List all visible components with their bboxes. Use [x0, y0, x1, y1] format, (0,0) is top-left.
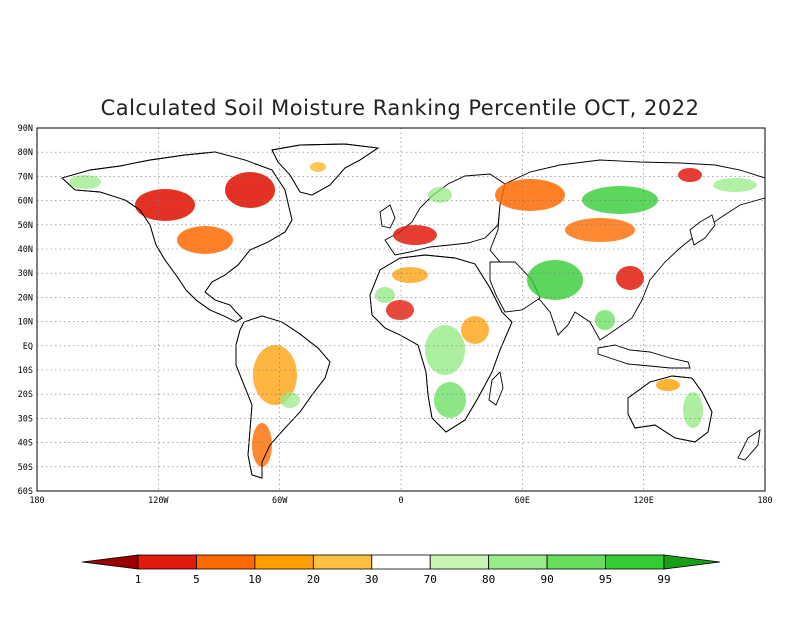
dry-region-australia-north	[656, 379, 680, 391]
lat-label: 10N	[18, 318, 33, 328]
gridlines	[37, 128, 765, 491]
dry-region-sahel-west	[386, 300, 414, 320]
dry-region-central-asia	[565, 218, 635, 242]
dry-region-us-plains	[177, 226, 233, 254]
lat-label: 30N	[18, 269, 33, 279]
lat-label: 10S	[18, 366, 33, 376]
coastlines	[61, 143, 713, 479]
wet-region-siberia	[582, 186, 658, 214]
legend-swatch	[546, 554, 606, 570]
lon-label: 180	[29, 496, 44, 506]
lat-label: 80N	[18, 148, 33, 158]
latitude-labels: 90N 80N 70N 60N 50N 40N 30N 20N 10N EQ 10S 20S 30S 40…	[18, 124, 33, 497]
legend-label: 90	[540, 573, 553, 586]
new-zealand	[737, 429, 761, 461]
lon-label: 60W	[272, 496, 288, 506]
legend-label: 99	[657, 573, 670, 586]
legend-swatch	[312, 554, 373, 570]
lat-label: 20S	[18, 390, 33, 400]
legend-swatch	[605, 554, 665, 570]
legend-label: 95	[599, 573, 612, 586]
legend-label: 10	[248, 573, 261, 586]
legend-label: 5	[193, 573, 200, 586]
arabia	[489, 261, 541, 313]
dry-region-canada-east	[225, 172, 275, 208]
dry-region-greenland	[310, 162, 326, 172]
lat-label: 50S	[18, 463, 33, 473]
wet-region-brazil-south	[280, 392, 300, 408]
longitude-labels: 180 120W 60W 0 60E 120E 180	[29, 496, 772, 506]
wet-region-scandinavia	[428, 187, 452, 203]
indonesia	[597, 344, 691, 369]
dry-region-south-america	[253, 345, 297, 405]
legend-label: 70	[424, 573, 437, 586]
wet-region-southeast-asia	[595, 310, 615, 330]
dry-region-western-europe	[393, 225, 437, 245]
legend-colorbar: 1 5 10 20 30 70 80 90 95 99	[81, 554, 721, 586]
lon-label: 120W	[148, 496, 169, 506]
dry-region-china	[616, 266, 644, 290]
wet-region-alaska	[69, 175, 101, 189]
legend-label: 1	[135, 573, 142, 586]
legend-arrow-low	[81, 554, 139, 570]
legend-swatch	[254, 554, 314, 570]
wet-region-southern-africa	[434, 382, 466, 418]
lat-label: 30S	[18, 414, 33, 424]
lon-label: 180	[757, 496, 772, 506]
wet-region-central-africa	[425, 325, 465, 375]
madagascar	[488, 371, 504, 406]
lat-label: 50N	[18, 221, 33, 231]
wet-anomaly-regions	[69, 175, 757, 428]
wet-region-far-east-russia	[713, 178, 757, 192]
dry-region-siberia-east	[678, 168, 702, 182]
map-title: Calculated Soil Moisture Ranking Percent…	[101, 96, 700, 120]
legend-label: 30	[365, 573, 378, 586]
dry-region-east-africa	[461, 316, 489, 344]
lat-label: 40N	[18, 245, 33, 255]
legend-label: 20	[307, 573, 320, 586]
dry-region-russia	[495, 179, 565, 211]
legend-swatch	[488, 554, 548, 570]
legend-swatch	[429, 554, 490, 570]
legend-arrow-high	[663, 554, 721, 570]
lat-label: 70N	[18, 172, 33, 182]
legend-swatch	[137, 554, 197, 570]
japan	[689, 214, 716, 246]
lon-label: 120E	[633, 496, 653, 506]
dry-region-canada-west	[135, 189, 195, 221]
wet-region-australia-east	[683, 392, 703, 428]
legend-swatch	[196, 554, 256, 570]
lat-label: EQ	[23, 342, 33, 352]
dry-anomaly-regions	[135, 162, 702, 467]
map-border	[36, 127, 766, 492]
lat-label: 60S	[18, 487, 33, 497]
lat-label: 90N	[18, 124, 33, 134]
legend-swatch	[371, 554, 431, 570]
lon-label: 60E	[515, 496, 530, 506]
lon-label: 0	[398, 496, 403, 506]
wet-region-west-africa	[375, 287, 395, 303]
dry-region-patagonia	[252, 423, 272, 467]
british-isles	[379, 204, 396, 229]
wet-region-india	[527, 260, 583, 300]
lat-label: 20N	[18, 293, 33, 303]
lat-label: 60N	[18, 197, 33, 207]
legend-label: 80	[482, 573, 495, 586]
dry-region-north-africa	[392, 267, 428, 283]
lat-label: 40S	[18, 439, 33, 449]
